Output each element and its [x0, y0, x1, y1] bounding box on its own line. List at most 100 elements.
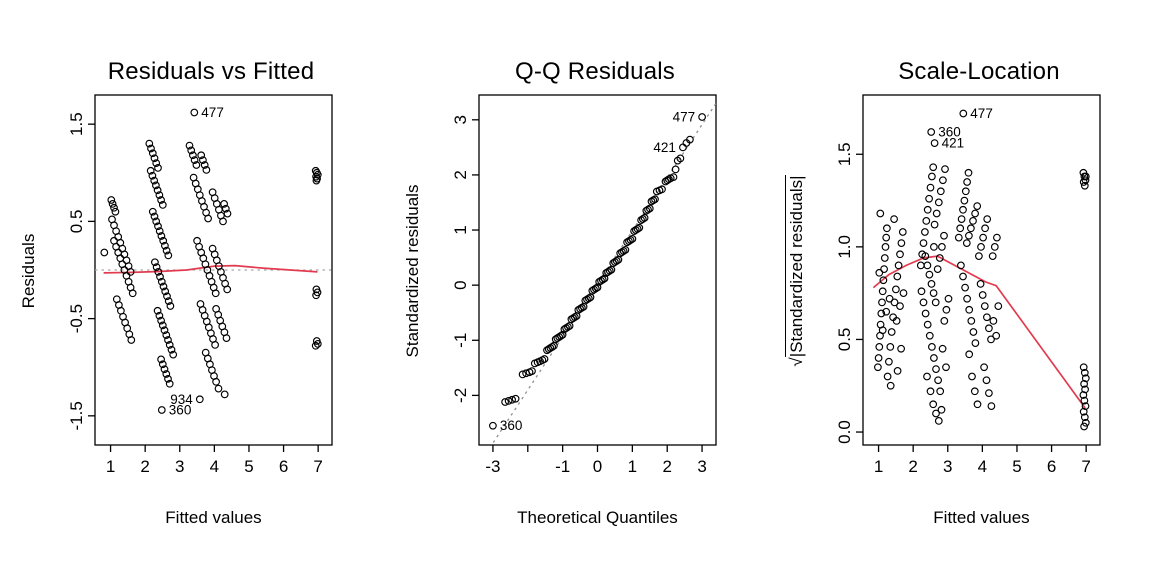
x-tick-label: 4	[210, 457, 219, 476]
data-point	[987, 402, 996, 410]
data-point	[312, 176, 321, 185]
data-point	[146, 166, 155, 175]
data-point	[923, 372, 931, 381]
data-point	[162, 331, 171, 339]
data-point	[971, 339, 980, 347]
data-point	[605, 266, 614, 275]
outlier-label: 477	[673, 110, 696, 125]
data-point	[633, 225, 642, 233]
data-point	[976, 280, 985, 288]
data-point	[223, 209, 232, 218]
outlier-label: 477	[970, 106, 993, 121]
x-tick-label: 4	[978, 457, 987, 476]
data-point	[921, 228, 929, 236]
data-point	[164, 336, 172, 344]
data-point	[593, 283, 602, 292]
data-point	[202, 166, 211, 174]
data-point	[1079, 363, 1088, 372]
data-point	[644, 205, 652, 214]
data-point	[960, 196, 969, 205]
data-point	[930, 243, 938, 251]
data-point	[222, 334, 231, 342]
data-point	[676, 154, 685, 163]
data-point	[564, 323, 572, 331]
data-point	[923, 261, 932, 270]
data-point	[150, 176, 159, 185]
data-point	[882, 233, 891, 242]
x-tick-label: 6	[1047, 457, 1056, 476]
panel-qq-residuals: Q-Q Residuals -3 -1 0 1 2 3 -2 -1 0 1 2 3 477 421 360 …	[384, 0, 768, 576]
data-point	[921, 309, 930, 318]
plot-box	[862, 94, 1101, 446]
data-point	[925, 331, 934, 340]
data-point	[878, 326, 887, 335]
data-point	[154, 164, 162, 172]
data-point	[619, 247, 628, 255]
x-axis-label: Fitted values	[165, 508, 262, 527]
data-point	[197, 151, 206, 160]
data-point	[979, 233, 987, 242]
data-point	[961, 187, 970, 196]
data-point	[147, 144, 155, 153]
data-point	[187, 146, 196, 155]
y-axis-label: Standardized residuals	[403, 184, 422, 358]
outlier-label: 934	[170, 392, 193, 407]
data-point	[890, 215, 898, 223]
data-point	[892, 317, 901, 325]
data-point	[165, 379, 174, 388]
data-point	[925, 194, 933, 203]
data-point	[957, 215, 966, 223]
data-point	[919, 298, 928, 307]
data-point	[638, 215, 647, 223]
data-point	[983, 215, 992, 223]
data-point	[1081, 172, 1090, 181]
data-point	[938, 344, 947, 353]
data-point	[501, 398, 509, 406]
data-point	[973, 202, 982, 210]
data-point	[157, 277, 166, 286]
data-point	[150, 154, 159, 163]
data-point	[155, 191, 164, 199]
outlier-point	[930, 139, 939, 147]
data-point	[649, 196, 658, 205]
y-tick-label: 0	[451, 280, 470, 289]
data-point	[154, 222, 162, 231]
smooth-line	[872, 255, 1086, 409]
data-point	[886, 381, 895, 390]
data-point	[936, 187, 945, 196]
data-point	[880, 254, 889, 262]
data-point	[923, 320, 932, 329]
y-axis-label-overline: |Standardized residuals|	[785, 175, 806, 358]
data-point	[875, 343, 884, 351]
data-point	[658, 185, 666, 194]
data-point	[584, 294, 593, 303]
plot-svg: -3 -1 0 1 2 3 -2 -1 0 1 2 3 477 421 360	[451, 94, 717, 476]
sqrt-symbol: √	[787, 357, 806, 367]
x-tick-label: 1	[874, 457, 883, 476]
data-point	[212, 377, 220, 386]
data-point	[164, 375, 172, 383]
plot-box	[478, 94, 717, 446]
panel-residuals-vs-fitted: Residuals vs Fitted 1 2 3 4 5 6 7 -1.5 -0.5 0.5 1.…	[0, 0, 384, 576]
data-point	[192, 161, 201, 169]
data-point	[932, 365, 940, 373]
data-point	[156, 272, 164, 281]
data-point	[926, 183, 935, 192]
smooth-line	[103, 264, 318, 274]
data-point	[975, 252, 983, 260]
data-point	[897, 239, 906, 247]
outlier-point	[489, 421, 497, 430]
data-point	[967, 224, 975, 233]
data-point	[540, 355, 549, 363]
data-point	[158, 321, 167, 330]
data-point	[162, 246, 171, 255]
data-point	[557, 332, 565, 340]
data-point	[148, 149, 157, 158]
data-point	[311, 341, 320, 350]
plot-title: Scale-Location	[898, 58, 1060, 85]
x-tick-label: 2	[908, 457, 917, 476]
data-point	[214, 384, 223, 393]
data-point	[876, 209, 885, 218]
data-point	[929, 400, 938, 409]
